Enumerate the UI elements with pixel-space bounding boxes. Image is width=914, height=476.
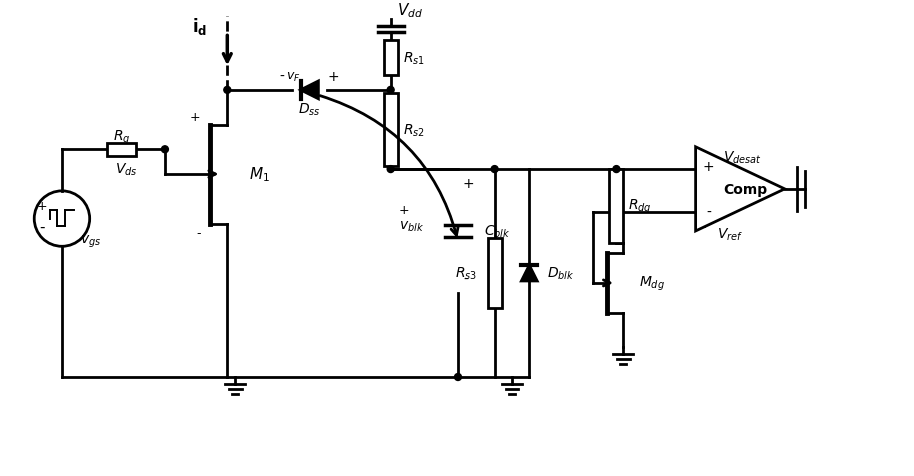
Text: $M_1$: $M_1$	[250, 165, 270, 184]
Bar	[384, 94, 398, 167]
Text: +: +	[399, 203, 409, 216]
Text: $C_{blk}$: $C_{blk}$	[484, 223, 510, 239]
Text: +: +	[327, 70, 339, 84]
Text: $v_F$: $v_F$	[286, 70, 301, 83]
Text: $R_{s2}$: $R_{s2}$	[402, 122, 424, 139]
Text: $V_{ref}$: $V_{ref}$	[717, 226, 743, 242]
Text: $D_{blk}$: $D_{blk}$	[547, 265, 575, 282]
Bar	[107, 144, 136, 157]
Text: $V_{dd}$: $V_{dd}$	[397, 1, 422, 20]
Text: $v_{gs}$: $v_{gs}$	[80, 233, 101, 249]
Text: +: +	[462, 177, 474, 190]
Circle shape	[454, 374, 462, 381]
Polygon shape	[301, 82, 318, 99]
Text: $\mathbf{i_d}$: $\mathbf{i_d}$	[192, 16, 207, 37]
Text: +: +	[37, 200, 48, 213]
Text: +: +	[190, 111, 200, 124]
Text: -: -	[462, 272, 468, 287]
Text: $R_{s1}$: $R_{s1}$	[402, 50, 424, 67]
Circle shape	[491, 166, 498, 173]
Text: -: -	[197, 227, 200, 239]
Circle shape	[388, 87, 394, 94]
Circle shape	[613, 166, 620, 173]
Text: $R_g$: $R_g$	[112, 128, 130, 146]
Text: $D_{ss}$: $D_{ss}$	[298, 101, 321, 118]
Bar	[610, 170, 623, 244]
Circle shape	[388, 166, 394, 173]
Bar	[488, 239, 502, 308]
Text: $v_{blk}$: $v_{blk}$	[399, 219, 423, 234]
Bar	[384, 41, 398, 76]
Text: -: -	[280, 70, 284, 84]
Text: $M_{dg}$: $M_{dg}$	[639, 274, 665, 292]
Text: $R_{s3}$: $R_{s3}$	[455, 265, 477, 282]
Polygon shape	[521, 266, 537, 281]
Circle shape	[224, 87, 230, 94]
Text: +: +	[703, 160, 715, 174]
Circle shape	[162, 147, 168, 153]
Text: -: -	[39, 219, 45, 235]
Text: $V_{desat}$: $V_{desat}$	[723, 149, 762, 166]
Text: Comp: Comp	[723, 182, 767, 197]
Polygon shape	[696, 148, 785, 231]
Text: $V_{ds}$: $V_{ds}$	[114, 161, 137, 178]
Text: -: -	[706, 205, 711, 219]
Text: $R_{dg}$: $R_{dg}$	[628, 198, 652, 216]
